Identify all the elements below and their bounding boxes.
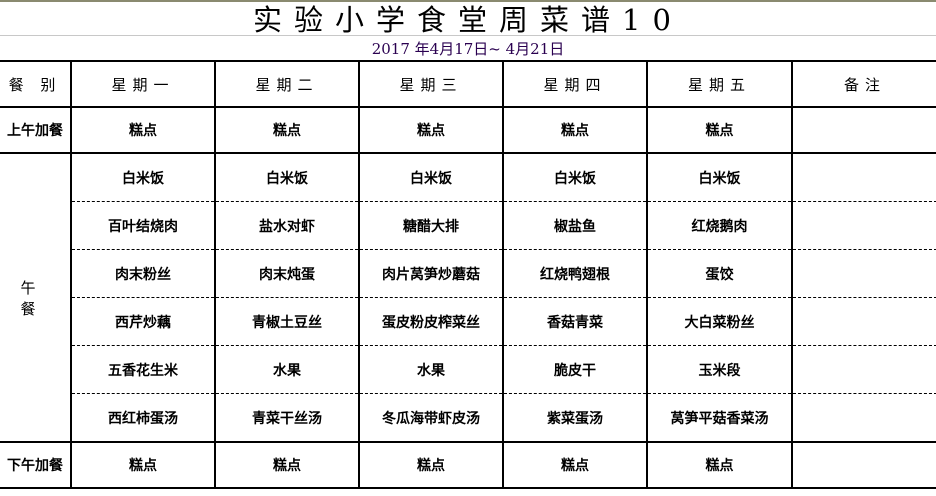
menu-cell[interactable]: 蛋饺 [646, 249, 793, 298]
menu-cell[interactable]: 糕点 [502, 106, 648, 154]
top-border [0, 0, 936, 2]
afternoon-row: 下午加餐 糕点 糕点 糕点 糕点 糕点 [0, 441, 936, 489]
menu-cell[interactable]: 肉片莴笋炒蘑菇 [358, 249, 504, 298]
note-cell[interactable] [791, 441, 936, 489]
menu-cell[interactable]: 蛋皮粉皮榨菜丝 [358, 297, 504, 346]
menu-cell[interactable]: 五香花生米 [70, 345, 216, 394]
lunch-row: 百叶结烧肉 盐水对虾 糖醋大排 椒盐鱼 红烧鹅肉 [0, 201, 936, 250]
menu-cell[interactable]: 白米饭 [646, 152, 793, 202]
lunch-row: 五香花生米 水果 水果 脆皮干 玉米段 [0, 345, 936, 394]
menu-cell[interactable]: 椒盐鱼 [502, 201, 648, 250]
note-cell[interactable] [791, 297, 936, 346]
menu-cell[interactable]: 青椒土豆丝 [214, 297, 360, 346]
menu-cell[interactable]: 冬瓜海带虾皮汤 [358, 393, 504, 443]
note-cell[interactable] [791, 152, 936, 202]
note-cell[interactable] [791, 106, 936, 154]
menu-cell[interactable]: 盐水对虾 [214, 201, 360, 250]
menu-cell[interactable]: 西芹炒藕 [70, 297, 216, 346]
menu-cell[interactable]: 红烧鸭翅根 [502, 249, 648, 298]
menu-cell[interactable]: 糕点 [502, 441, 648, 489]
header-cell[interactable]: 星期二 [214, 60, 360, 108]
menu-cell[interactable]: 玉米段 [646, 345, 793, 394]
menu-cell[interactable]: 糕点 [358, 441, 504, 489]
menu-cell[interactable]: 百叶结烧肉 [70, 201, 216, 250]
header-cell[interactable]: 星期四 [502, 60, 648, 108]
menu-cell[interactable]: 香菇青菜 [502, 297, 648, 346]
menu-cell[interactable]: 糕点 [214, 441, 360, 489]
menu-cell[interactable]: 水果 [214, 345, 360, 394]
menu-cell[interactable]: 糕点 [70, 441, 216, 489]
menu-cell[interactable]: 糖醋大排 [358, 201, 504, 250]
note-cell[interactable] [791, 249, 936, 298]
menu-cell[interactable]: 白米饭 [502, 152, 648, 202]
header-cell[interactable]: 餐 别 [0, 60, 72, 108]
menu-cell[interactable]: 西红柿蛋汤 [70, 393, 216, 443]
menu-cell[interactable]: 大白菜粉丝 [646, 297, 793, 346]
note-cell[interactable] [791, 201, 936, 250]
menu-cell[interactable]: 肉末粉丝 [70, 249, 216, 298]
menu-cell[interactable]: 糕点 [70, 106, 216, 154]
menu-cell[interactable]: 脆皮干 [502, 345, 648, 394]
header-cell[interactable]: 星期一 [70, 60, 216, 108]
note-cell[interactable] [791, 345, 936, 394]
header-cell[interactable]: 星期三 [358, 60, 504, 108]
menu-cell[interactable]: 莴笋平菇香菜汤 [646, 393, 793, 443]
menu-cell[interactable]: 糕点 [358, 106, 504, 154]
morning-row: 上午加餐 糕点 糕点 糕点 糕点 糕点 [0, 106, 936, 154]
menu-table: 餐 别星期一 星期二 星期三 星期四 星期五 备注 上午加餐 糕点 糕点 糕点 糕点 糕点午 餐白米饭… [0, 60, 936, 489]
lunch-row: 西芹炒藕 青椒土豆丝 蛋皮粉皮榨菜丝 香菇青菜 大白菜粉丝 [0, 297, 936, 346]
meal-label[interactable]: 下午加餐 [0, 441, 72, 489]
menu-cell[interactable]: 水果 [358, 345, 504, 394]
menu-cell[interactable]: 紫菜蛋汤 [502, 393, 648, 443]
menu-cell[interactable]: 肉末炖蛋 [214, 249, 360, 298]
menu-cell[interactable]: 青菜干丝汤 [214, 393, 360, 443]
menu-cell[interactable]: 糕点 [646, 106, 793, 154]
header-cell[interactable]: 备注 [791, 60, 936, 108]
meal-label[interactable]: 午 餐 [0, 152, 72, 443]
note-cell[interactable] [791, 393, 936, 443]
header-cell[interactable]: 星期五 [646, 60, 793, 108]
menu-cell[interactable]: 糕点 [646, 441, 793, 489]
lunch-row: 西红柿蛋汤 青菜干丝汤 冬瓜海带虾皮汤 紫菜蛋汤 莴笋平菇香菜汤 [0, 393, 936, 443]
lunch-row: 午 餐白米饭 白米饭 白米饭 白米饭 白米饭 [0, 152, 936, 443]
meal-label[interactable]: 上午加餐 [0, 106, 72, 154]
menu-cell[interactable]: 糕点 [214, 106, 360, 154]
menu-cell[interactable]: 白米饭 [214, 152, 360, 202]
menu-cell[interactable]: 白米饭 [70, 152, 216, 202]
page-title: 实验小学食堂周菜谱10 [0, 2, 936, 37]
lunch-row: 肉末粉丝 肉末炖蛋 肉片莴笋炒蘑菇 红烧鸭翅根 蛋饺 [0, 249, 936, 298]
menu-cell[interactable]: 红烧鹅肉 [646, 201, 793, 250]
menu-cell[interactable]: 白米饭 [358, 152, 504, 202]
date-range: 2017 年4月17日~ 4月21日 [371, 40, 565, 58]
header-row: 餐 别星期一 星期二 星期三 星期四 星期五 备注 [0, 60, 936, 108]
